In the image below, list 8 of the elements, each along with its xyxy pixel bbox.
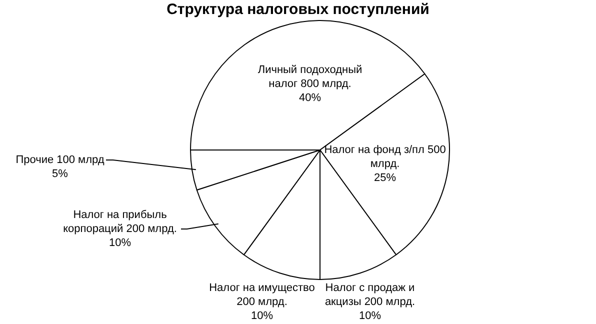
slice-label: Налог на прибыль корпораций 200 млрд. 10% [63,209,177,250]
slice-label: Налог с продаж и акцизы 200 млрд. 10% [324,282,416,322]
slice-label: Прочие 100 млрд 5% [16,154,105,180]
data-label: 200 млрд. 10% [236,296,288,322]
chart-title: Структура налоговых поступлений [166,1,430,18]
slice-label: Личный подоходный налог 800 млрд. 40% [258,64,362,104]
slice-label: Налог на фонд з/пл 500 млрд. 25% [324,144,446,184]
slice-label: Налог на имущество [209,282,315,294]
